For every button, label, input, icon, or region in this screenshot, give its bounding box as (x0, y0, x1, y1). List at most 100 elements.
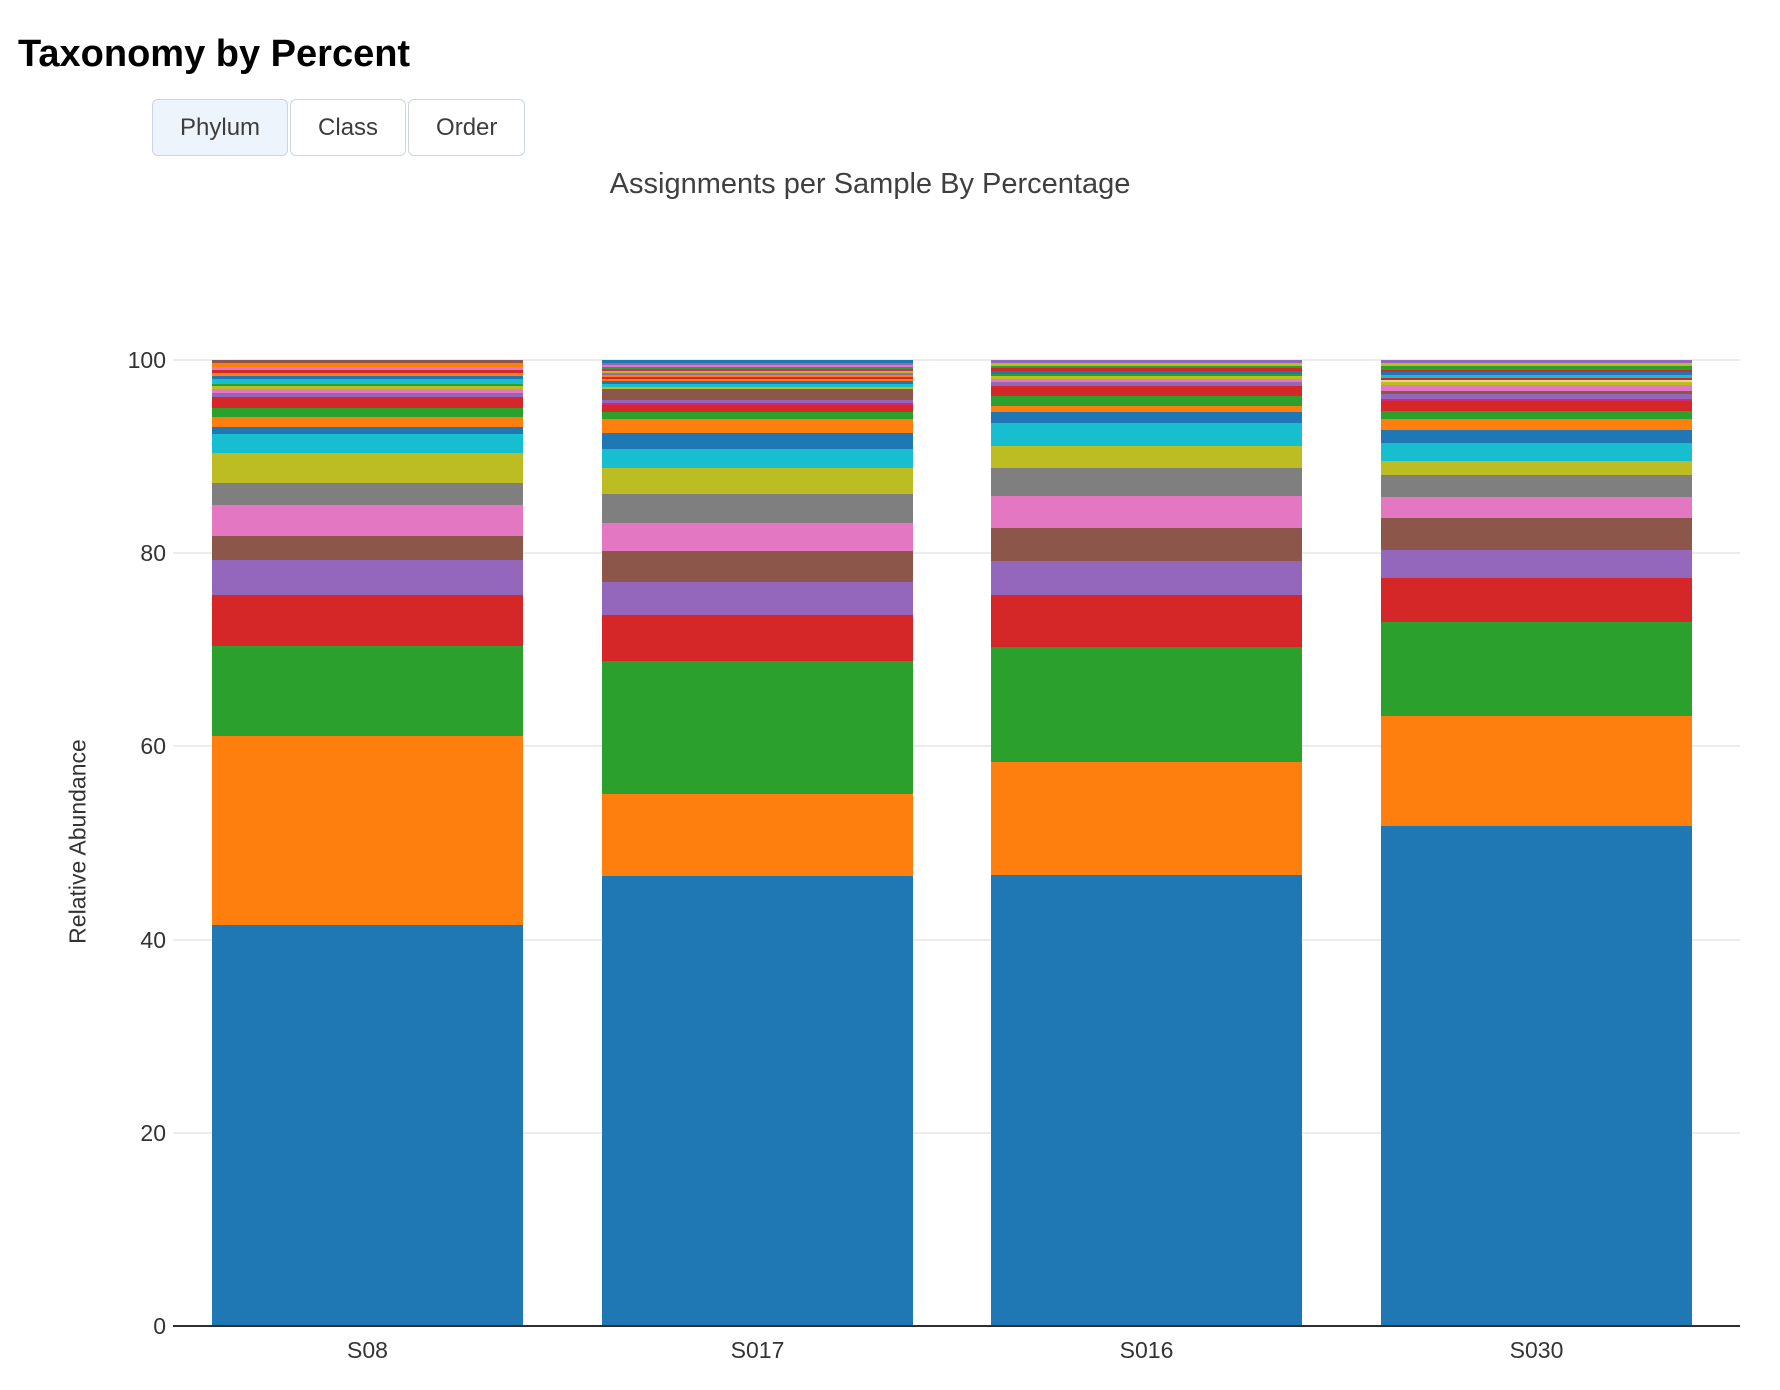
bar-segment-green[interactable] (602, 411, 913, 420)
bar-segment-purple[interactable] (602, 362, 913, 366)
bar-segment-olive[interactable] (991, 363, 1302, 366)
bar-segment-green[interactable] (602, 660, 913, 795)
bar-segment-purple[interactable] (602, 582, 913, 616)
bar-segment-green[interactable] (212, 383, 523, 387)
bar-segment-purple[interactable] (991, 382, 1302, 387)
bar-segment-pink[interactable] (1381, 496, 1692, 518)
bar-segment-blue[interactable] (1381, 371, 1692, 375)
bar-segment-orange[interactable] (991, 405, 1302, 413)
bar-segment-blue[interactable] (1381, 825, 1692, 1326)
bar-segment-brown[interactable] (602, 550, 913, 583)
bar-segment-purple[interactable] (1381, 360, 1692, 364)
bar-segment-gray[interactable] (212, 482, 523, 505)
bar-segment-red[interactable] (1381, 401, 1692, 411)
bar-segment-purple[interactable] (991, 360, 1302, 364)
bar-segment-cyan[interactable] (602, 384, 913, 387)
bar-segment-orange[interactable] (1381, 419, 1692, 430)
bar-segment-magenta[interactable] (1381, 399, 1692, 402)
bar-segment-brown[interactable] (212, 535, 523, 560)
bar-segment-blue[interactable] (991, 412, 1302, 423)
bar-segment-orange[interactable] (212, 417, 523, 427)
bar-segment-brown[interactable] (602, 389, 913, 401)
bar-segment-brown[interactable] (212, 360, 523, 364)
bar-segment-red[interactable] (1381, 578, 1692, 623)
bar-segment-blue[interactable] (1381, 429, 1692, 444)
bar-segment-magenta[interactable] (602, 368, 913, 371)
bar-segment-blue[interactable] (212, 426, 523, 435)
bar-segment-brown[interactable] (1381, 390, 1692, 394)
bar-segment-green[interactable] (1381, 365, 1692, 370)
bar-segment-purple[interactable] (602, 372, 913, 376)
bar-segment-blue[interactable] (212, 924, 523, 1326)
bar-segment-red[interactable] (602, 404, 913, 412)
bar-segment-cyan[interactable] (602, 449, 913, 469)
bar-segment-purple[interactable] (1381, 550, 1692, 579)
bar-segment-orange[interactable] (602, 419, 913, 433)
bar-segment-pink[interactable] (991, 496, 1302, 529)
bar-segment-green[interactable] (602, 367, 913, 369)
bar-segment-pink[interactable] (212, 366, 523, 370)
bar-segment-purple[interactable] (1381, 393, 1692, 400)
bar-segment-blue[interactable] (212, 376, 523, 379)
bar-segment-red[interactable] (212, 369, 523, 374)
bar-segment-orange[interactable] (212, 363, 523, 367)
bar-segment-olive[interactable] (1381, 382, 1692, 386)
bar-segment-purple[interactable] (991, 561, 1302, 596)
bar-segment-green[interactable] (212, 646, 523, 736)
bar-segment-purple[interactable] (212, 559, 523, 596)
bar-segment-blue[interactable] (602, 876, 913, 1326)
bar-segment-orange[interactable] (991, 762, 1302, 876)
bar-segment-green[interactable] (991, 373, 1302, 376)
bar-segment-cyan[interactable] (1381, 443, 1692, 462)
bar-segment-green[interactable] (1381, 622, 1692, 716)
bar-segment-blue[interactable] (991, 370, 1302, 374)
bar-segment-red[interactable] (1381, 369, 1692, 372)
bar-segment-olive[interactable] (212, 386, 523, 389)
bar-segment-cyan[interactable] (212, 434, 523, 453)
bar-segment-red[interactable] (991, 367, 1302, 371)
bar-segment-red[interactable] (602, 377, 913, 379)
bar-segment-olive[interactable] (602, 468, 913, 495)
bar-segment-pink[interactable] (991, 378, 1302, 383)
bar-segment-red[interactable] (991, 386, 1302, 396)
bar-segment-blue[interactable] (602, 381, 913, 385)
bar-segment-olive[interactable] (991, 375, 1302, 379)
bar-segment-orange[interactable] (212, 373, 523, 377)
bar-segment-gray[interactable] (1381, 474, 1692, 497)
bar-segment-cyan[interactable] (1381, 374, 1692, 379)
bar-segment-green[interactable] (991, 395, 1302, 406)
bar-segment-pink[interactable] (602, 522, 913, 551)
bar-segment-olive[interactable] (1381, 461, 1692, 475)
bar-segment-green[interactable] (991, 365, 1302, 368)
bar-segment-pink[interactable] (212, 388, 523, 394)
bar-segment-pink[interactable] (602, 365, 913, 367)
bar-segment-blue[interactable] (602, 432, 913, 450)
bar-segment-cyan[interactable] (212, 378, 523, 384)
bar-segment-gray[interactable] (602, 494, 913, 523)
tab-phylum[interactable]: Phylum (152, 99, 289, 156)
bar-segment-pink[interactable] (212, 504, 523, 536)
bar-segment-red[interactable] (212, 397, 523, 408)
bar-segment-green[interactable] (212, 407, 523, 418)
bar-segment-magenta[interactable] (602, 402, 913, 405)
bar-segment-cyan[interactable] (991, 422, 1302, 447)
bar-segment-blue[interactable] (602, 360, 913, 363)
bar-segment-purple[interactable] (602, 400, 913, 403)
bar-segment-brown[interactable] (1381, 517, 1692, 551)
bar-segment-olive[interactable] (212, 452, 523, 483)
bar-segment-lightolive[interactable] (1381, 380, 1692, 383)
bar-segment-red[interactable] (1381, 378, 1692, 381)
bar-segment-orange[interactable] (602, 794, 913, 877)
bar-segment-red[interactable] (602, 615, 913, 661)
bar-segment-brown[interactable] (991, 528, 1302, 562)
bar-segment-green[interactable] (1381, 410, 1692, 420)
bar-segment-orange[interactable] (212, 735, 523, 925)
bar-segment-green[interactable] (991, 647, 1302, 763)
bar-segment-olive[interactable] (602, 370, 913, 373)
tab-order[interactable]: Order (408, 99, 526, 156)
bar-segment-purple[interactable] (212, 393, 523, 398)
bar-segment-gray[interactable] (991, 468, 1302, 497)
bar-segment-olive[interactable] (602, 386, 913, 390)
bar-segment-orange[interactable] (602, 375, 913, 378)
bar-segment-olive[interactable] (991, 446, 1302, 469)
